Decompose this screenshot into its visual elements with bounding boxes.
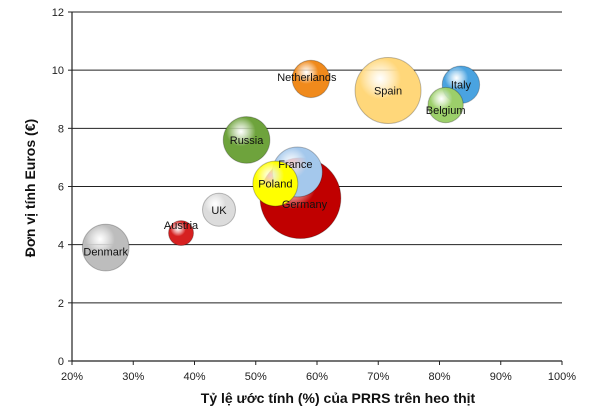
y-tick-label: 12 xyxy=(52,7,64,19)
bubble-label-austria: Austria xyxy=(164,220,199,232)
y-tick-label: 6 xyxy=(58,182,64,194)
bubble-label-netherlands: Netherlands xyxy=(277,72,337,84)
bubble-austria xyxy=(168,220,194,246)
bubble-label-russia: Russia xyxy=(230,135,265,147)
bubble-label-italy: Italy xyxy=(451,80,472,92)
x-tick-label: 80% xyxy=(428,371,450,383)
bubbles xyxy=(81,57,481,272)
bubble-label-uk: UK xyxy=(211,205,227,217)
x-tick-label: 60% xyxy=(306,371,328,383)
y-tick-label: 8 xyxy=(58,123,64,135)
bubble-label-belgium: Belgium xyxy=(426,105,466,117)
tick-labels: 0 2 4 6 8 10 12 20% 30% 40% 50% 60% 70% 80% 90% 100% xyxy=(52,7,577,383)
bubble-poland xyxy=(252,160,299,207)
bubble-spain xyxy=(354,57,422,125)
y-tick-label: 2 xyxy=(58,298,64,310)
bubble-label-spain: Spain xyxy=(374,86,402,98)
y-tick-label: 10 xyxy=(52,65,64,77)
bubble-label-germany: Germany xyxy=(282,199,328,211)
bubble-uk xyxy=(202,192,236,227)
x-tick-label: 30% xyxy=(122,371,144,383)
bubble-label-poland: Poland xyxy=(258,179,292,191)
x-tick-label: 20% xyxy=(61,371,83,383)
x-tick-label: 50% xyxy=(245,371,267,383)
bubble-russia xyxy=(222,116,271,164)
x-tick-label: 90% xyxy=(490,371,512,383)
x-tick-label: 40% xyxy=(183,371,205,383)
bubble-netherlands xyxy=(291,59,331,99)
bubble-label-denmark: Denmark xyxy=(83,247,128,259)
y-axis-title: Đơn vị tính Euros (€) xyxy=(22,119,38,257)
y-tick-label: 4 xyxy=(58,240,64,252)
bubble-labels: Denmark Austria UK Russia Germany France Polan… xyxy=(83,72,471,259)
bubble-label-france: France xyxy=(278,159,312,171)
x-axis-title: Tỷ lệ ước tính (%) của PRRS trên heo thị… xyxy=(201,390,476,406)
x-tick-label: 100% xyxy=(548,371,576,383)
bubble-denmark xyxy=(81,223,130,272)
x-tick-label: 70% xyxy=(367,371,389,383)
bubble-belgium xyxy=(427,86,464,124)
axes xyxy=(68,11,563,365)
y-tick-label: 0 xyxy=(58,356,64,368)
